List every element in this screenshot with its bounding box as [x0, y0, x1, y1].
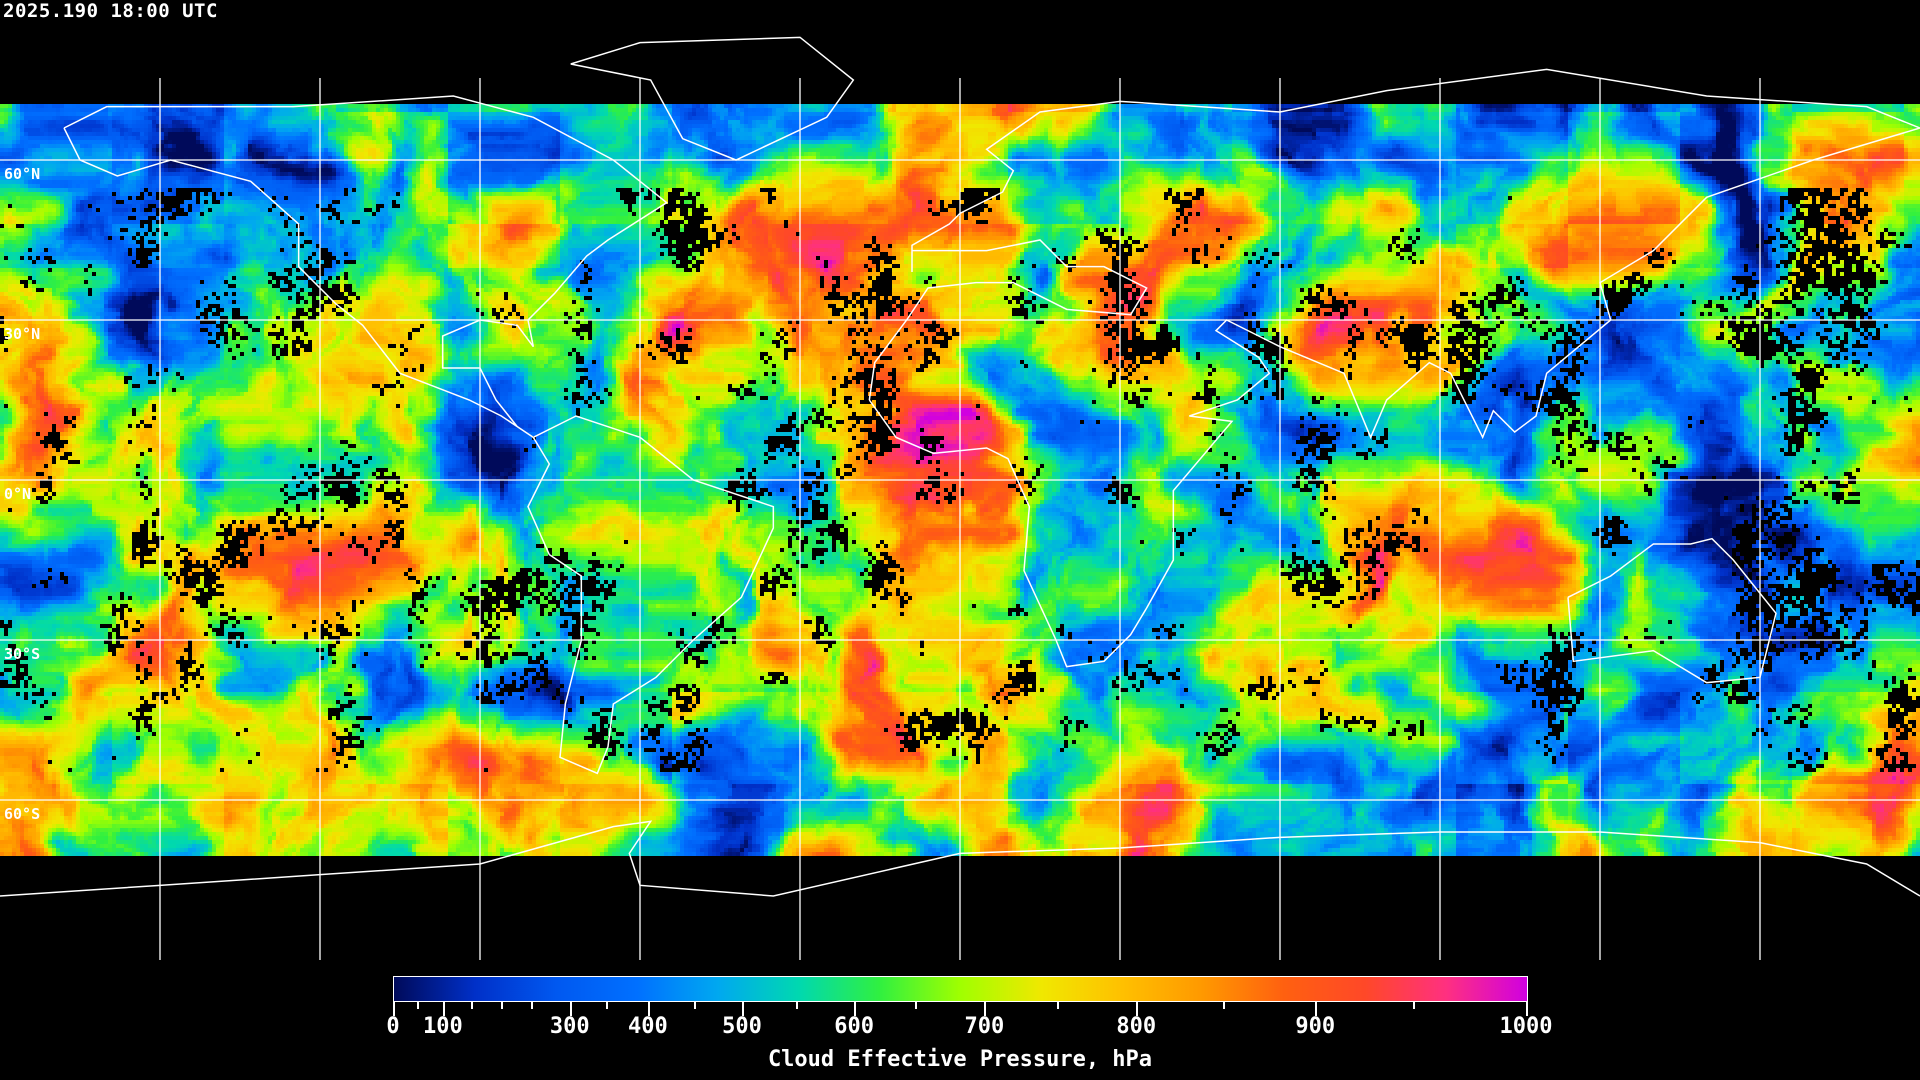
colorbar-minor-tick: [1412, 1002, 1415, 1009]
colorbar-minor-tick: [606, 1002, 608, 1009]
colorbar-tick-label: 300: [549, 1014, 590, 1039]
lat-label-30s: 30°S: [4, 645, 41, 663]
colorbar-tick-label: 800: [1116, 1014, 1157, 1039]
colorbar-major-tick: [647, 1002, 650, 1016]
colorbar-tick-label: 900: [1295, 1014, 1336, 1039]
colorbar-minor-tick: [1223, 1002, 1226, 1009]
lat-label-60s: 60°S: [4, 805, 41, 823]
colorbar-major-tick: [1136, 1002, 1139, 1016]
colorbar-major-tick: [393, 1002, 395, 1016]
colorbar-minor-tick: [694, 1002, 697, 1009]
colorbar-tick-label: 400: [628, 1014, 668, 1039]
colorbar-tick-label: 600: [834, 1014, 874, 1039]
map-overlay: [0, 36, 1920, 960]
timestamp: 2025.190 18:00 UTC: [3, 0, 218, 22]
colorbar-major-tick: [741, 1002, 744, 1016]
colorbar-major-tick: [442, 1002, 445, 1016]
colorbar-minor-tick: [500, 1002, 503, 1009]
colorbar-tick-label: 0: [386, 1014, 400, 1039]
colorbar-ticks: [393, 1002, 1528, 1016]
colorbar-tick-label: 100: [422, 1014, 463, 1039]
coastline-north-america: [63, 95, 668, 438]
colorbar-major-tick: [854, 1002, 857, 1016]
colorbar-major-tick: [984, 1002, 987, 1016]
cloud-pressure-map: 2025.190 18:00 UTC 60°N 30°N 0°N 30°S 60…: [0, 0, 1920, 960]
lat-label-60n: 60°N: [4, 165, 41, 183]
coastline-antarctica: [0, 820, 1920, 897]
lat-label-0n: 0°N: [4, 485, 32, 503]
colorbar-minor-tick: [1056, 1002, 1059, 1009]
colorbar-minor-tick: [416, 1002, 419, 1009]
colorbar-minor-tick: [796, 1002, 799, 1009]
colorbar-tick-label: 500: [722, 1014, 762, 1039]
colorbar-tick-label: 1000: [1499, 1014, 1553, 1039]
colorbar-minor-tick: [915, 1002, 918, 1009]
colorbar-minor-tick: [531, 1002, 534, 1009]
colorbar-title: Cloud Effective Pressure, hPa: [767, 1047, 1153, 1072]
colorbar-minor-tick: [471, 1002, 474, 1009]
colorbar-major-tick: [1315, 1002, 1318, 1016]
colorbar: [393, 976, 1528, 1002]
coastline-africa-eurasia: [868, 68, 1920, 668]
coastline-south-america: [527, 415, 775, 775]
colorbar-major-tick: [569, 1002, 572, 1016]
coastline-australia: [1567, 537, 1777, 684]
colorbar-tick-label: 700: [964, 1014, 1005, 1039]
colorbar-major-tick: [1526, 1002, 1528, 1016]
coastline-greenland: [570, 36, 855, 161]
lat-label-30n: 30°N: [4, 325, 41, 343]
